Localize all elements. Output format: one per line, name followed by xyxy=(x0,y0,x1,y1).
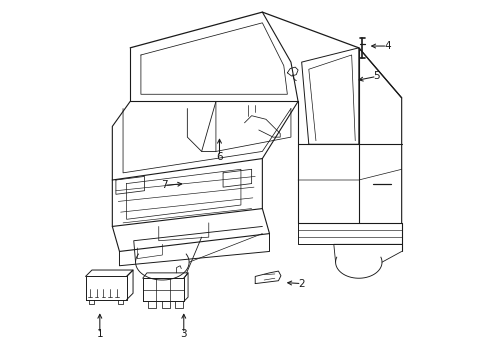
Text: 3: 3 xyxy=(180,329,187,339)
Text: 7: 7 xyxy=(161,180,167,190)
Text: 6: 6 xyxy=(216,152,223,162)
Text: 1: 1 xyxy=(96,329,103,339)
Text: 5: 5 xyxy=(373,71,379,81)
Text: 2: 2 xyxy=(298,279,305,289)
Text: 4: 4 xyxy=(383,41,390,51)
